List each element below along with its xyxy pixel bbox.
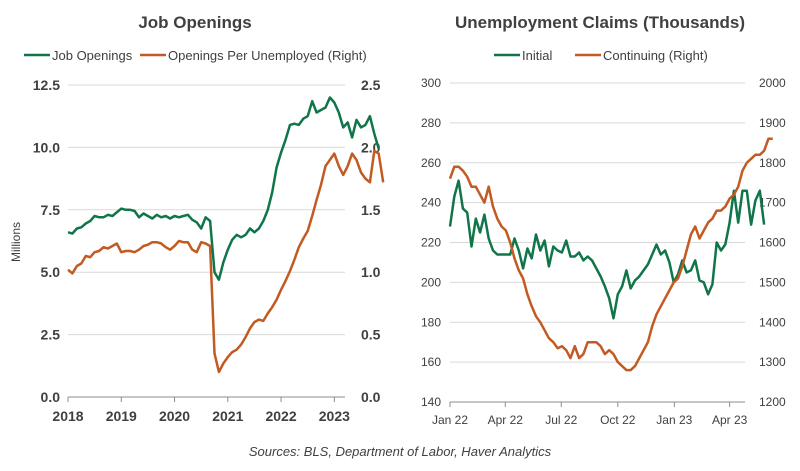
right-y-tick-label: 200	[421, 275, 441, 289]
right-chart-plot: 140 160 180 200 220 240 260 280 300 1200 1300 1400 1…	[421, 76, 786, 427]
left-x-tick-label: 2019	[106, 408, 137, 424]
right-y-tick-label: 140	[421, 395, 441, 409]
left-y-tick-label: 10.0	[33, 139, 60, 155]
right-y2-tick-label: 1900	[759, 116, 786, 130]
right-chart-title: Unemployment Claims (Thousands)	[455, 13, 745, 32]
left-chart-title: Job Openings	[138, 13, 251, 32]
right-y-tick-label: 160	[421, 355, 441, 369]
left-series-line-job-openings	[67, 96, 380, 281]
right-series-line-continuing	[448, 137, 773, 372]
right-y2-tick-label: 1800	[759, 156, 786, 170]
right-y2-tick-label: 1200	[759, 395, 786, 409]
left-y2-tick-label: 0.5	[361, 327, 381, 343]
right-x-tick-label: Apr 22	[488, 413, 524, 427]
right-x-tick-label: Jan 23	[656, 413, 692, 427]
source-note: Sources: BLS, Department of Labor, Haver…	[248, 444, 552, 459]
right-y2-tick-label: 1300	[759, 355, 786, 369]
right-x-tick-label: Jul 22	[545, 413, 577, 427]
left-y2-tick-label: 0.0	[361, 389, 381, 405]
right-y2-tick-label: 1400	[759, 315, 786, 329]
left-y2-tick-label: 1.0	[361, 264, 381, 280]
left-y-tick-label: 7.5	[41, 202, 61, 218]
left-x-tick-label: 2021	[212, 408, 243, 424]
right-y2-tick-label: 2000	[759, 76, 786, 90]
left-y-tick-label: 12.5	[33, 77, 60, 93]
left-x-tick-label: 2018	[52, 408, 83, 424]
right-y-tick-label: 220	[421, 236, 441, 250]
left-x-tick-label: 2022	[265, 408, 296, 424]
left-chart-plot: 0.02.55.07.510.012.50.00.51.01.52.02.520…	[33, 77, 385, 424]
charts-svg: Job Openings Job Openings Openings Per U…	[9, 13, 786, 427]
right-y-tick-label: 300	[421, 76, 441, 90]
right-x-tick-label: Apr 23	[712, 413, 748, 427]
right-y2-tick-label: 1500	[759, 275, 786, 289]
right-legend-label-initial: Initial	[522, 48, 552, 63]
left-x-tick-label: 2020	[159, 408, 190, 424]
left-legend-label-openings-per-unemployed: Openings Per Unemployed (Right)	[168, 48, 367, 63]
right-x-tick-label: Jan 22	[432, 413, 468, 427]
left-x-tick-label: 2023	[319, 408, 350, 424]
right-x-tick-label: Oct 22	[600, 413, 636, 427]
right-y-tick-label: 240	[421, 196, 441, 210]
left-y-tick-label: 2.5	[41, 327, 61, 343]
right-y2-tick-label: 1600	[759, 236, 786, 250]
right-y-tick-label: 260	[421, 156, 441, 170]
left-y2-tick-label: 1.5	[361, 202, 381, 218]
left-series-line-openings-per-unemployed	[67, 149, 385, 374]
right-series-line-initial	[448, 179, 766, 320]
right-y-tick-label: 280	[421, 116, 441, 130]
left-y2-tick-label: 2.5	[361, 77, 381, 93]
left-y-tick-label: 0.0	[41, 389, 61, 405]
left-legend-label-job-openings: Job Openings	[52, 48, 133, 63]
left-y-tick-label: 5.0	[41, 264, 61, 280]
right-y2-tick-label: 1700	[759, 196, 786, 210]
right-y-tick-label: 180	[421, 315, 441, 329]
left-y-axis-title: Millions	[9, 222, 23, 262]
right-legend-label-continuing: Continuing (Right)	[603, 48, 708, 63]
